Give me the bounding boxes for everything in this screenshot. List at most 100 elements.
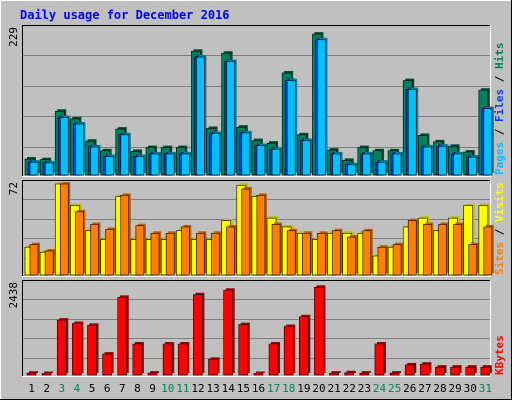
- kbytes-bar-day-5: [87, 323, 99, 376]
- sites-bar-day-13: [211, 231, 222, 276]
- pages-bar-day-13: [211, 131, 222, 176]
- pages-bar-day-17-face: [271, 149, 281, 176]
- pages-bar-day-30: [468, 155, 479, 176]
- kbytes-bar-day-17: [268, 342, 281, 376]
- pages-bar-day-27: [423, 144, 434, 176]
- x-tick-label-day-10: 10: [161, 382, 174, 395]
- panel-0-bars: [24, 32, 494, 176]
- sites-bar-day-8: [135, 223, 146, 276]
- kbytes-bar-day-27-face: [420, 363, 430, 376]
- pages-bar-day-30-face: [468, 156, 478, 176]
- x-tick-label-day-25: 25: [388, 382, 401, 395]
- kbytes-bar-day-21-face: [329, 372, 339, 376]
- sites-bar-day-14: [226, 224, 237, 276]
- kbytes-bar-day-18-face: [283, 326, 294, 376]
- pages-bar-day-4: [75, 121, 86, 176]
- kbytes-bar-day-11: [177, 342, 190, 376]
- kbytes-bar-day-17-face: [268, 343, 279, 376]
- pages-bar-day-19-face: [302, 140, 311, 176]
- chart-title: Daily usage for December 2016: [20, 8, 230, 22]
- pages-bar-day-28: [438, 144, 449, 176]
- x-tick-label-day-22: 22: [343, 382, 356, 395]
- kbytes-bar-day-9-face: [147, 372, 158, 376]
- sites-bar-day-15: [241, 187, 252, 276]
- kbytes-bar-day-25-shadow: [392, 371, 402, 373]
- sites-bar-day-6: [105, 227, 116, 276]
- kbytes-bar-day-30: [465, 365, 477, 376]
- pages-bar-day-10-face: [165, 153, 175, 176]
- pages-bar-day-22-face: [347, 164, 357, 176]
- sites-bar-day-26-face: [407, 220, 417, 276]
- pages-bar-day-22: [347, 162, 358, 176]
- kbytes-bar-day-9-shadow: [150, 371, 160, 373]
- sites-bar-day-16-face: [256, 195, 266, 276]
- legend-separator: /: [493, 122, 506, 142]
- sites-bar-day-27-face: [423, 224, 432, 276]
- kbytes-bar-day-12: [193, 292, 205, 376]
- sites-bar-day-13-face: [211, 232, 220, 276]
- kbytes-bar-day-14: [223, 288, 235, 376]
- sites-bar-day-23: [362, 228, 373, 276]
- kbytes-bar-day-16-shadow: [255, 371, 265, 373]
- pages-bar-day-31: [483, 106, 494, 176]
- x-tick-label-day-13: 13: [206, 382, 219, 395]
- sites-bar-day-19-face: [302, 232, 311, 276]
- sites-bar-day-21: [332, 228, 343, 276]
- x-tick-label-day-2: 2: [43, 382, 50, 395]
- pages-bar-day-21-face: [332, 153, 341, 176]
- kbytes-bar-day-9: [147, 371, 160, 376]
- pages-bar-day-18-face: [286, 80, 296, 176]
- pages-bar-day-6: [105, 154, 116, 176]
- pages-bar-day-25-face: [392, 153, 402, 176]
- sites-bar-day-9: [150, 231, 162, 276]
- sites-bar-day-28-face: [438, 224, 447, 276]
- sites-bar-day-17: [271, 222, 283, 276]
- pages-bar-day-15: [241, 130, 252, 176]
- pages-bar-day-23: [362, 151, 373, 176]
- kbytes-bar-day-19-face: [299, 316, 309, 376]
- kbytes-bar-day-22-face: [344, 372, 355, 376]
- sites-bar-day-4: [75, 209, 86, 276]
- sites-bar-day-23-face: [362, 230, 372, 276]
- pages-bar-day-17: [271, 147, 283, 176]
- panel-1-legend: Sites / Visits: [493, 182, 506, 275]
- kbytes-bar-day-23-face: [359, 372, 370, 376]
- pages-bar-day-29: [453, 151, 464, 176]
- sites-bar-day-11: [180, 224, 192, 276]
- pages-bar-day-6-face: [105, 156, 114, 176]
- sites-bar-day-6-face: [105, 229, 114, 276]
- x-tick-label-day-3: 3: [59, 382, 66, 395]
- x-tick-label-day-15: 15: [237, 382, 250, 395]
- kbytes-bar-day-15-face: [238, 324, 249, 376]
- pages-bar-day-14-face: [226, 61, 235, 176]
- kbytes-bar-day-29-face: [450, 366, 460, 376]
- pages-bar-day-7: [120, 132, 131, 176]
- x-tick-label-day-26: 26: [403, 382, 416, 395]
- kbytes-bar-day-10: [162, 342, 175, 376]
- sites-bar-day-17-face: [271, 224, 281, 276]
- sites-bar-day-5: [90, 222, 101, 276]
- panel-2-legend: KBytes: [493, 335, 506, 375]
- sites-bar-day-30: [468, 242, 479, 276]
- pages-bar-day-23-face: [362, 153, 372, 176]
- sites-bar-day-9-face: [150, 232, 160, 276]
- pages-bar-day-8: [135, 154, 146, 176]
- panel-2-y-max-label: 2438: [7, 282, 20, 309]
- pages-bar-day-2-face: [44, 162, 54, 176]
- pages-bar-day-9-face: [150, 153, 160, 176]
- panel-0-legend: Pages / Files / Hits: [493, 43, 506, 176]
- panel-2-plot-area: [22, 280, 491, 377]
- sites-bar-day-22-face: [347, 236, 357, 276]
- x-tick-label-day-31: 31: [479, 382, 492, 395]
- kbytes-bar-day-11-face: [177, 343, 188, 376]
- sites-bar-day-22: [347, 235, 358, 276]
- x-tick-label-day-11: 11: [176, 382, 189, 395]
- kbytes-bar-day-3: [56, 318, 69, 376]
- kbytes-bar-day-16: [253, 371, 265, 376]
- sites-bar-day-24-face: [377, 246, 387, 276]
- sites-bar-day-19: [302, 231, 313, 276]
- kbytes-bar-day-8: [132, 342, 144, 376]
- pages-bar-day-27-face: [423, 146, 432, 176]
- pages-bar-day-20: [317, 37, 328, 176]
- x-tick-label-day-5: 5: [89, 382, 96, 395]
